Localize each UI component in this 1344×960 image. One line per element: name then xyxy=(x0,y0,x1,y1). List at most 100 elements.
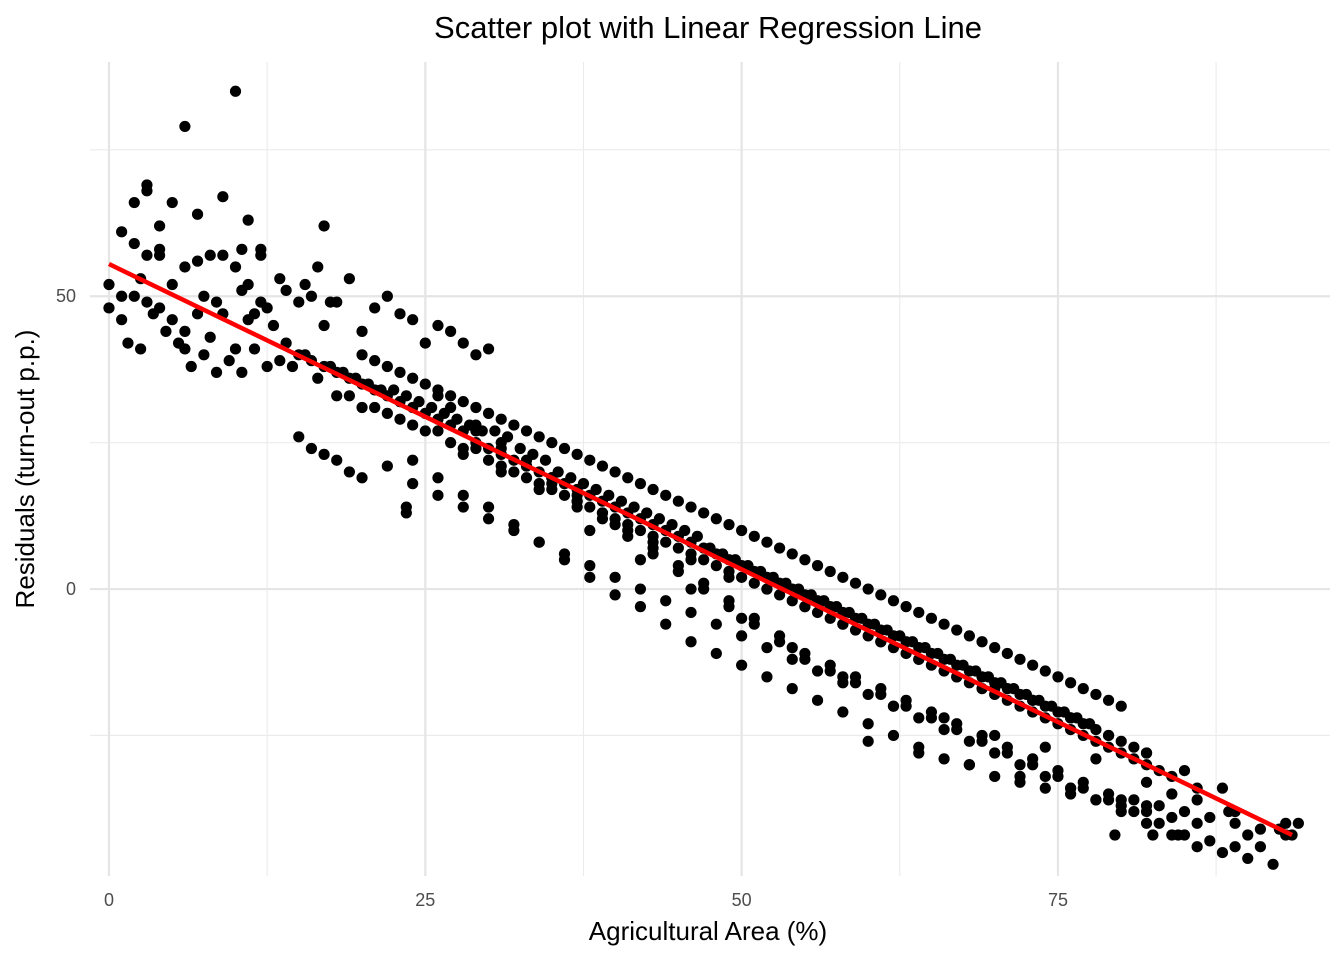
data-point xyxy=(736,524,748,537)
data-point xyxy=(1254,823,1267,835)
data-point xyxy=(938,712,950,724)
data-point xyxy=(457,337,469,349)
data-point xyxy=(849,577,862,589)
data-point xyxy=(1140,800,1153,812)
data-point xyxy=(1216,782,1229,794)
data-point xyxy=(1102,729,1115,742)
data-point xyxy=(381,460,393,472)
data-point xyxy=(1052,706,1064,718)
data-point xyxy=(470,442,482,455)
data-point xyxy=(229,85,242,97)
data-point xyxy=(748,577,760,589)
data-point xyxy=(432,425,444,437)
data-point xyxy=(1191,794,1203,806)
data-point xyxy=(520,472,533,484)
data-point xyxy=(318,220,330,232)
data-point xyxy=(1166,811,1178,824)
data-point xyxy=(236,243,248,255)
data-point xyxy=(1242,852,1254,865)
data-point xyxy=(217,191,229,203)
data-point xyxy=(1115,700,1127,712)
data-point xyxy=(660,618,672,630)
data-point xyxy=(1102,694,1115,706)
data-point xyxy=(963,735,975,747)
data-point xyxy=(198,349,210,361)
data-point xyxy=(508,466,520,478)
grid xyxy=(90,62,1330,876)
data-point xyxy=(236,284,248,296)
data-point xyxy=(210,366,223,378)
data-point xyxy=(837,706,849,718)
data-point xyxy=(875,683,887,695)
data-point xyxy=(1001,647,1013,660)
data-point xyxy=(179,325,191,337)
data-point xyxy=(343,466,355,478)
data-point xyxy=(217,249,229,261)
data-point xyxy=(286,360,299,373)
data-point xyxy=(761,671,773,683)
data-point xyxy=(318,319,330,332)
chart-title: Scatter plot with Linear Regression Line xyxy=(434,10,982,45)
data-point xyxy=(951,659,963,671)
data-point xyxy=(1191,817,1203,829)
y-axis-title: Residuals (turn-out p.p.) xyxy=(10,330,40,609)
data-point xyxy=(1178,805,1191,818)
data-point xyxy=(761,536,773,548)
data-point xyxy=(546,437,558,449)
data-point xyxy=(672,560,684,572)
x-axis-title: Agricultural Area (%) xyxy=(589,916,827,946)
data-point xyxy=(533,536,545,548)
data-point xyxy=(989,729,1001,742)
data-point xyxy=(1115,794,1127,806)
data-point xyxy=(1065,782,1077,794)
data-point xyxy=(381,360,393,373)
data-point xyxy=(723,519,735,531)
data-point xyxy=(862,583,874,595)
data-point xyxy=(166,196,178,209)
data-point xyxy=(887,700,900,712)
data-point xyxy=(849,671,862,683)
x-tick-label: 75 xyxy=(1048,890,1068,910)
data-point xyxy=(261,302,273,314)
data-point xyxy=(1147,829,1159,841)
data-point xyxy=(1039,770,1051,783)
data-point xyxy=(116,226,128,238)
data-point xyxy=(248,308,261,320)
data-point xyxy=(786,683,798,695)
data-point xyxy=(445,437,457,449)
data-point xyxy=(369,401,381,414)
data-point xyxy=(274,355,286,367)
data-point xyxy=(457,489,469,501)
data-point xyxy=(204,331,216,343)
data-point xyxy=(647,542,659,554)
data-point xyxy=(951,718,963,730)
data-point xyxy=(1153,800,1165,812)
data-point xyxy=(369,302,381,314)
y-axis-ticks: 0 50 xyxy=(56,286,76,599)
data-point xyxy=(305,290,318,302)
data-point xyxy=(558,442,571,455)
data-point xyxy=(482,407,495,419)
data-point xyxy=(976,671,988,683)
data-point xyxy=(191,255,204,267)
data-point xyxy=(482,501,495,513)
data-point xyxy=(698,507,710,519)
data-point xyxy=(736,571,748,583)
data-point xyxy=(609,571,621,583)
data-point xyxy=(685,583,697,595)
data-point xyxy=(976,729,988,742)
data-point xyxy=(1140,817,1153,829)
data-point xyxy=(407,454,419,466)
data-point xyxy=(356,325,368,337)
data-point xyxy=(242,214,254,226)
data-point xyxy=(938,653,950,665)
data-point xyxy=(318,448,330,460)
data-point xyxy=(837,571,849,583)
data-point xyxy=(508,419,520,431)
data-point xyxy=(407,372,419,384)
data-point xyxy=(274,273,286,285)
data-point xyxy=(710,560,722,572)
data-point xyxy=(103,302,115,314)
data-point xyxy=(698,554,710,566)
data-point xyxy=(710,618,722,630)
